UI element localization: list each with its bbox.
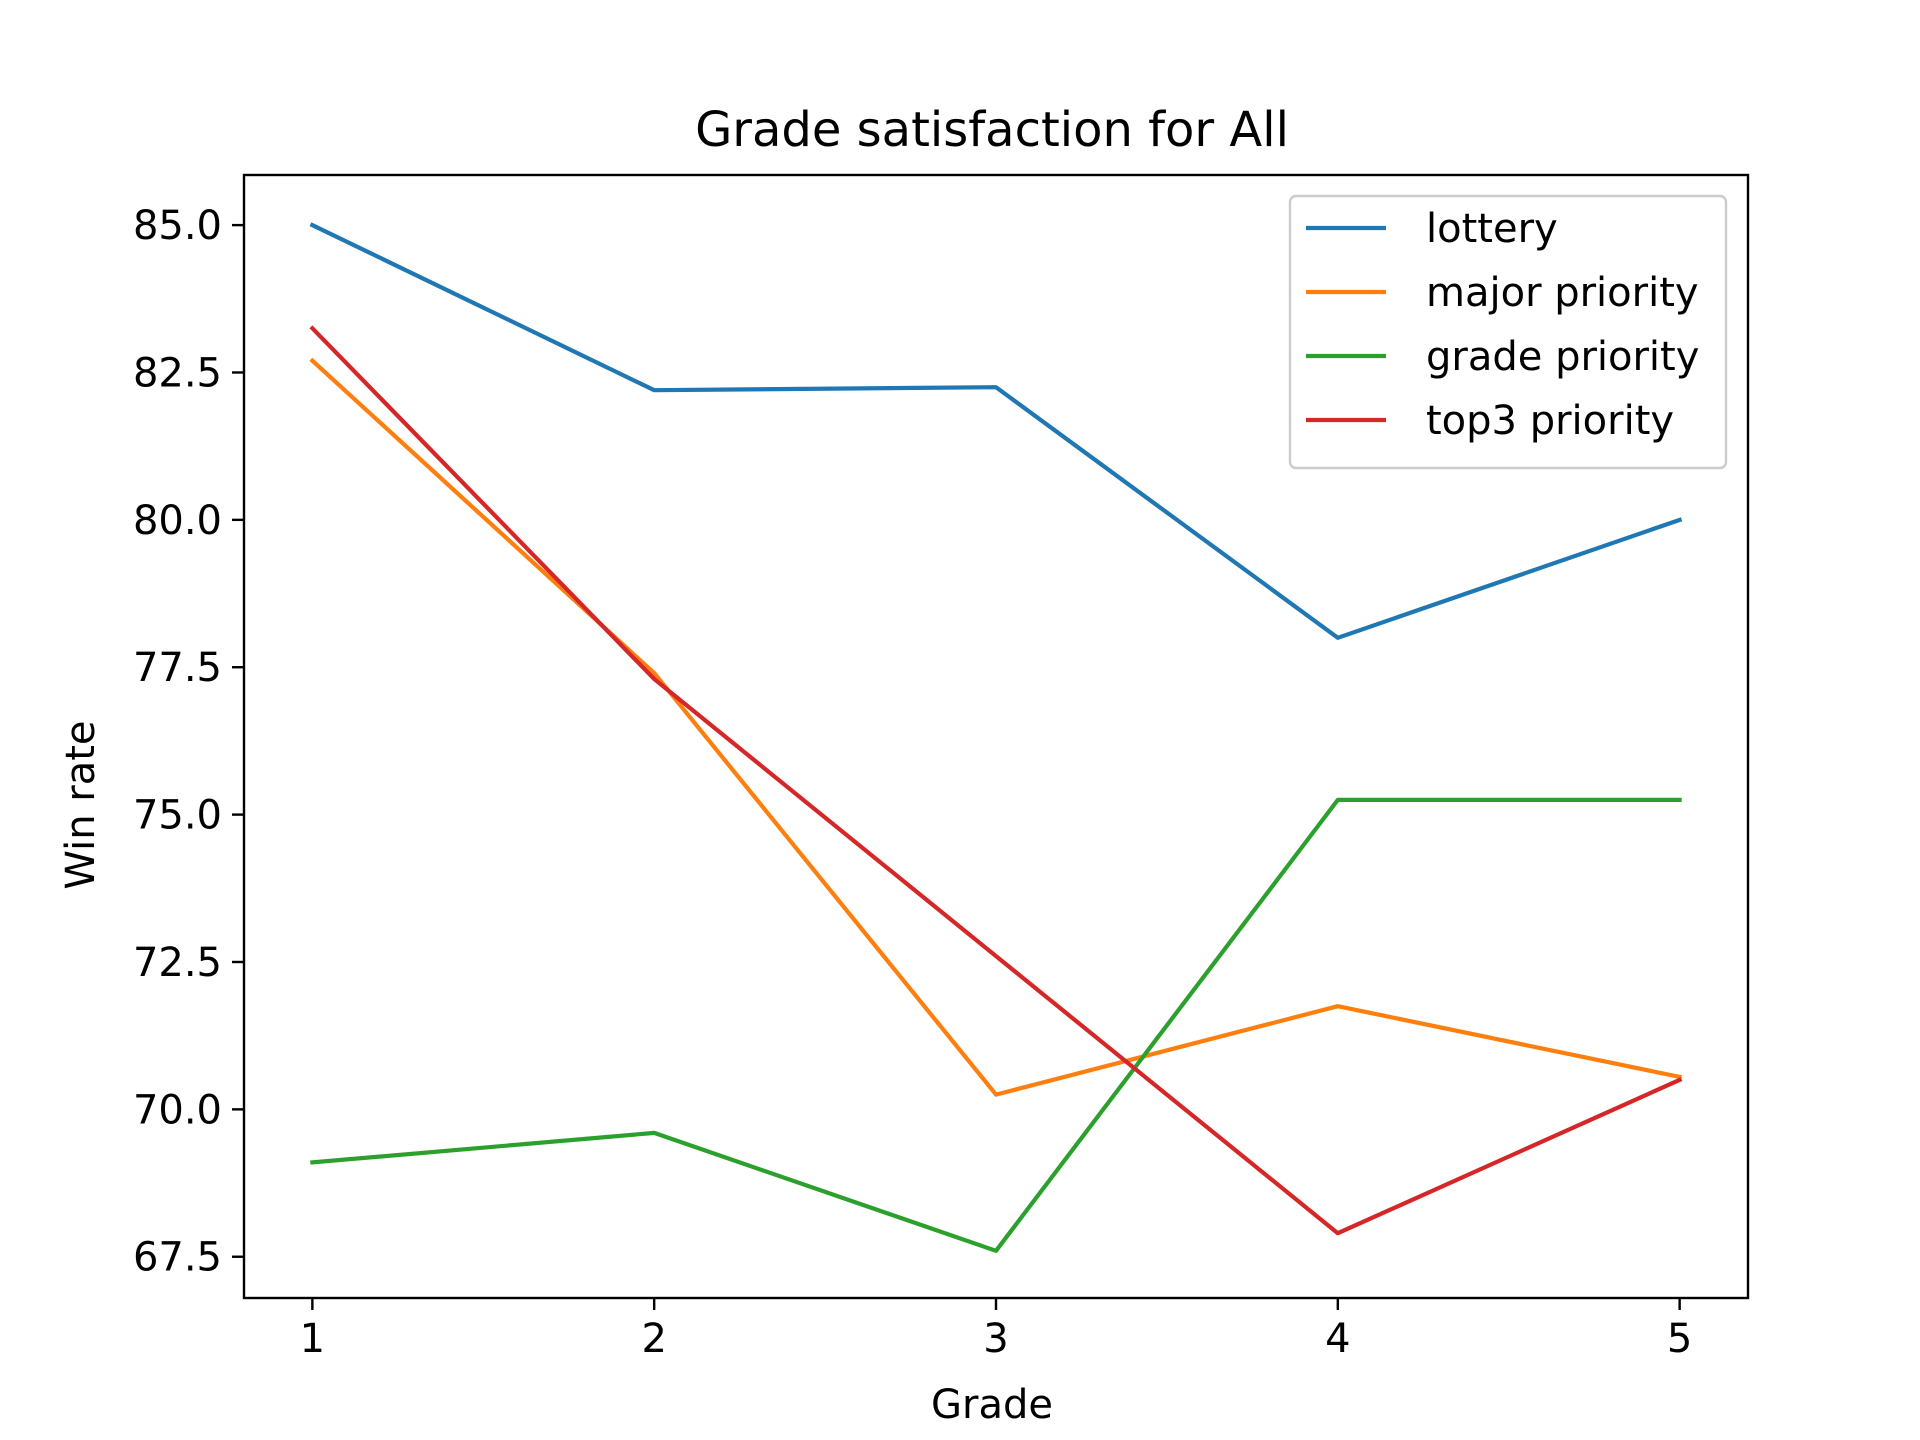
x-tick-label: 5 [1667,1316,1692,1362]
legend-label-lottery: lottery [1426,206,1558,252]
series-line-lottery [309,222,1683,640]
legend-label-grade-priority: grade priority [1426,334,1699,380]
y-tick-label: 85.0 [133,203,222,249]
legend: lottery major priority grade priority top3 … [1288,194,1728,470]
x-tick-label: 1 [300,1316,325,1362]
series-line-major-priority [309,357,1683,1097]
plot-area: 1 2 3 4 5 67.5 70.0 72.5 75.0 77.5 80.0 82.5 85.0 [133,173,1750,1362]
y-tick-label: 72.5 [133,940,222,986]
y-tick-label: 75.0 [133,793,222,839]
y-axis-label: Win rate [58,720,104,889]
y-tick-label: 80.0 [133,498,222,544]
series-line-top3-priority [309,325,1683,1236]
y-tick-label: 77.5 [133,645,222,691]
y-tick-label: 67.5 [133,1235,222,1281]
x-tick-label: 3 [983,1316,1008,1362]
legend-label-major-priority: major priority [1426,270,1699,316]
series-line-grade-priority [310,797,1682,1253]
legend-label-top3-priority: top3 priority [1426,398,1674,444]
y-tick-label: 82.5 [133,350,222,396]
legend-box [1288,194,1728,470]
chart-title: Grade satisfaction for All [695,102,1289,158]
x-tick-label: 2 [641,1316,666,1362]
x-axis-label: Grade [931,1382,1053,1428]
x-tick-label: 4 [1325,1316,1350,1362]
y-tick-label: 70.0 [133,1087,222,1133]
